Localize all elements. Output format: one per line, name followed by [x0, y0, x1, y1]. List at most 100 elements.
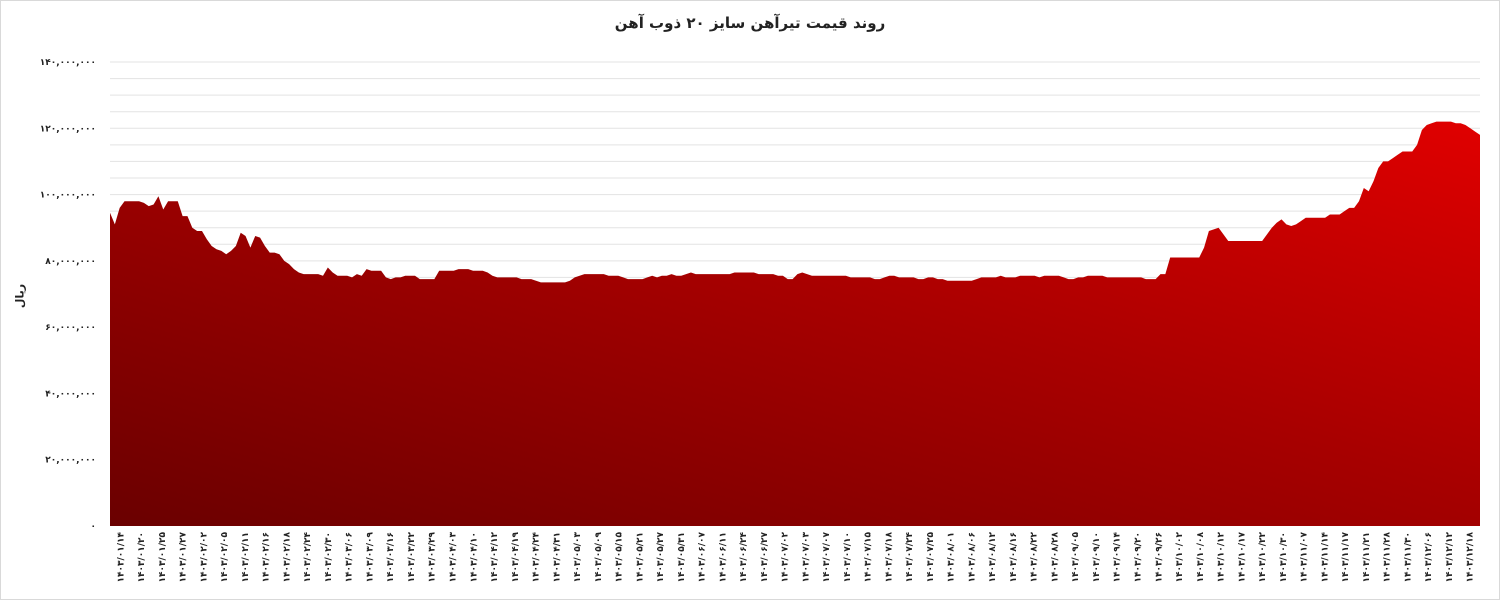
data-point	[869, 277, 870, 278]
data-point	[540, 282, 541, 283]
data-point	[594, 274, 595, 275]
data-point	[932, 277, 933, 278]
data-point	[400, 277, 401, 278]
x-tick-label: ۱۴۰۳/۰۳/۲۲	[407, 532, 417, 583]
x-tick-label: ۱۴۰۳/۰۴/۱۲	[490, 532, 500, 583]
data-point	[1174, 257, 1175, 258]
data-point	[1446, 121, 1447, 122]
data-point	[482, 270, 483, 271]
data-point	[1329, 214, 1330, 215]
data-point	[971, 280, 972, 281]
x-tick-label: ۱۴۰۳/۰۹/۰۵	[1071, 532, 1081, 583]
data-point	[138, 201, 139, 202]
data-point	[937, 278, 938, 279]
y-tick-label: ۱۰۰,۰۰۰,۰۰۰	[40, 191, 96, 201]
data-point	[836, 275, 837, 276]
data-point	[167, 201, 168, 202]
data-point	[831, 275, 832, 276]
data-point	[652, 275, 653, 276]
data-point	[690, 272, 691, 273]
x-tick-label: ۱۴۰۳/۰۱/۱۴	[116, 532, 126, 583]
data-point	[211, 245, 212, 246]
data-point	[782, 275, 783, 276]
data-point	[1431, 123, 1432, 124]
data-point	[1470, 128, 1471, 129]
data-point	[497, 277, 498, 278]
data-point	[898, 277, 899, 278]
data-point	[961, 280, 962, 281]
data-point	[1354, 207, 1355, 208]
data-point	[1315, 217, 1316, 218]
x-tick-label: ۱۴۰۳/۰۸/۲۲	[1030, 532, 1040, 583]
data-point	[618, 275, 619, 276]
x-tick-label: ۱۴۰۳/۰۲/۰۲	[199, 532, 209, 583]
data-point	[918, 278, 919, 279]
data-point	[768, 274, 769, 275]
data-point	[632, 278, 633, 279]
data-point	[545, 282, 546, 283]
data-point	[758, 274, 759, 275]
data-point	[1203, 247, 1204, 248]
data-point	[1334, 214, 1335, 215]
x-tick-label: ۱۴۰۳/۰۲/۲۴	[303, 532, 313, 583]
data-point	[337, 275, 338, 276]
x-tick-label: ۱۴۰۳/۱۰/۱۷	[1237, 532, 1247, 583]
data-point	[366, 269, 367, 270]
data-point	[230, 250, 231, 251]
data-point	[676, 275, 677, 276]
x-tick-label: ۱۴۰۳/۰۵/۰۹	[594, 532, 604, 583]
data-point	[361, 275, 362, 276]
data-point	[865, 277, 866, 278]
x-tick-label: ۱۴۰۳/۱۲/۱۲	[1445, 532, 1455, 583]
x-tick-label: ۱۴۰۳/۰۱/۲۰	[137, 532, 147, 583]
data-point	[976, 278, 977, 279]
data-point	[347, 275, 348, 276]
data-point	[385, 277, 386, 278]
data-point	[1116, 277, 1117, 278]
y-tick-label: ۱۲۰,۰۰۰,۰۰۰	[40, 124, 96, 134]
data-point	[274, 252, 275, 253]
x-tick-label: ۱۴۰۳/۰۸/۱۶	[1009, 532, 1019, 583]
data-point	[724, 274, 725, 275]
data-point	[1000, 275, 1001, 276]
data-point	[201, 230, 202, 231]
data-point	[685, 274, 686, 275]
x-tick-label: ۱۴۰۳/۰۴/۳۱	[552, 532, 562, 583]
data-point	[1363, 187, 1364, 188]
data-point	[221, 250, 222, 251]
data-point	[487, 272, 488, 273]
data-point	[574, 277, 575, 278]
x-tick-label: ۱۴۰۳/۰۲/۱۸	[282, 532, 292, 583]
data-point	[1199, 257, 1200, 258]
data-point	[1344, 211, 1345, 212]
data-point	[410, 275, 411, 276]
data-point	[1189, 257, 1190, 258]
data-point	[1078, 277, 1079, 278]
data-point	[1436, 121, 1437, 122]
data-point	[1194, 257, 1195, 258]
data-point	[1165, 274, 1166, 275]
data-point	[279, 254, 280, 255]
data-point	[584, 274, 585, 275]
data-point	[468, 269, 469, 270]
data-point	[1131, 277, 1132, 278]
data-point	[623, 277, 624, 278]
data-point	[458, 269, 459, 270]
data-point	[1184, 257, 1185, 258]
data-point	[1010, 277, 1011, 278]
data-point	[1005, 277, 1006, 278]
data-point	[472, 270, 473, 271]
x-tick-label: ۱۴۰۳/۰۸/۲۸	[1050, 532, 1060, 583]
data-point	[671, 274, 672, 275]
data-point	[739, 272, 740, 273]
data-point	[516, 277, 517, 278]
x-tick-label: ۱۴۰۳/۰۹/۱۴	[1113, 532, 1123, 583]
data-point	[327, 267, 328, 268]
data-point	[148, 206, 149, 207]
data-point	[1402, 151, 1403, 152]
data-point	[1233, 240, 1234, 241]
x-tick-label: ۱۴۰۳/۰۷/۰۷	[822, 532, 832, 583]
data-point	[1310, 217, 1311, 218]
data-point	[351, 277, 352, 278]
